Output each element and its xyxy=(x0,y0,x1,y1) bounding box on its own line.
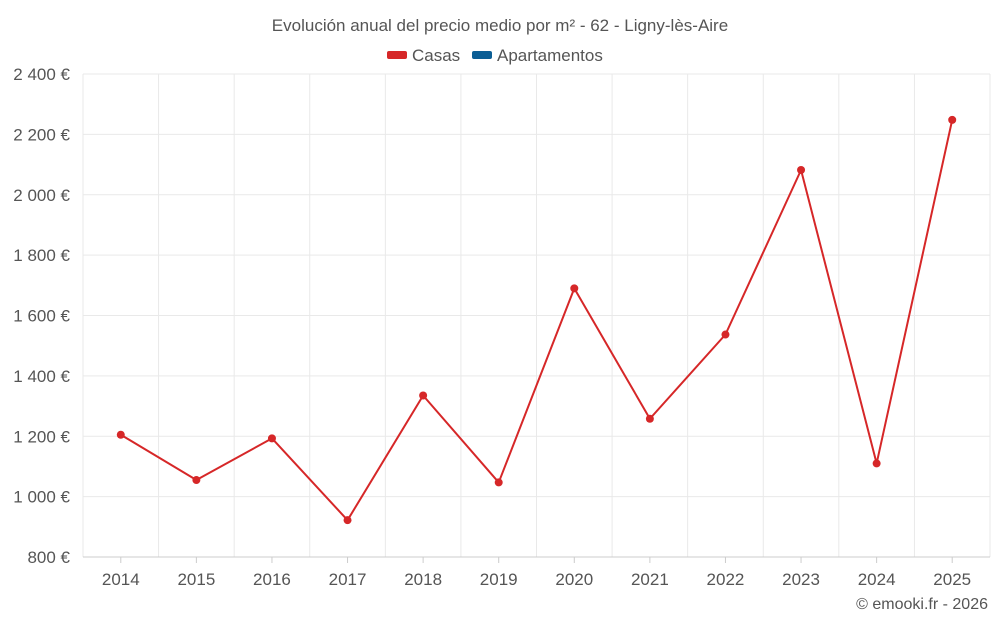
x-tick-label: 2017 xyxy=(329,570,367,589)
x-axis-ticks: 2014 2015 2016 2017 2018 2019 2020 2021 2022 2023… xyxy=(102,557,971,589)
data-point-casas[interactable] xyxy=(872,459,881,468)
data-point-casas[interactable] xyxy=(343,516,352,525)
x-tick-label: 2023 xyxy=(782,570,820,589)
y-tick-label: 1 600 € xyxy=(13,307,70,326)
x-tick-label: 2022 xyxy=(707,570,745,589)
data-point-casas[interactable] xyxy=(948,115,957,124)
data-point-casas[interactable] xyxy=(721,330,730,339)
data-point-casas[interactable] xyxy=(267,434,276,443)
legend-item-apartamentos[interactable]: Apartamentos xyxy=(472,46,603,65)
y-tick-label: 2 200 € xyxy=(13,125,70,144)
y-tick-label: 800 € xyxy=(27,548,70,567)
legend-swatch-casas xyxy=(387,51,407,59)
grid xyxy=(82,73,991,558)
x-tick-label: 2014 xyxy=(102,570,140,589)
data-point-casas[interactable] xyxy=(494,478,503,487)
data-point-casas[interactable] xyxy=(419,391,428,400)
data-point-casas[interactable] xyxy=(192,476,201,485)
legend-swatch-apartamentos xyxy=(472,51,492,59)
legend-item-casas[interactable]: Casas xyxy=(387,46,460,65)
x-tick-label: 2016 xyxy=(253,570,291,589)
chart-title: Evolución anual del precio medio por m² … xyxy=(272,16,728,35)
y-tick-label: 2 400 € xyxy=(13,65,70,84)
series-casas xyxy=(116,115,957,525)
credit-text: © emooki.fr - 2026 xyxy=(856,596,988,613)
data-point-casas[interactable] xyxy=(797,165,806,174)
legend-label-apartamentos: Apartamentos xyxy=(497,46,603,65)
x-tick-label: 2021 xyxy=(631,570,669,589)
data-point-casas[interactable] xyxy=(116,430,125,439)
x-tick-label: 2025 xyxy=(933,570,971,589)
y-tick-label: 1 000 € xyxy=(13,488,70,507)
y-axis-ticks: 2 400 € 2 200 € 2 000 € 1 800 € 1 600 € 1 400… xyxy=(13,65,70,567)
legend-label-casas: Casas xyxy=(412,46,460,65)
x-tick-label: 2015 xyxy=(177,570,215,589)
x-tick-label: 2018 xyxy=(404,570,442,589)
x-tick-label: 2020 xyxy=(555,570,593,589)
data-point-casas[interactable] xyxy=(645,414,654,423)
data-point-casas[interactable] xyxy=(570,284,579,293)
x-tick-label: 2024 xyxy=(858,570,896,589)
y-tick-label: 2 000 € xyxy=(13,186,70,205)
y-tick-label: 1 800 € xyxy=(13,246,70,265)
legend: Casas Apartamentos xyxy=(387,46,603,65)
series-line-casas xyxy=(120,119,954,522)
x-tick-label: 2019 xyxy=(480,570,518,589)
y-tick-label: 1 200 € xyxy=(13,427,70,446)
y-tick-label: 1 400 € xyxy=(13,367,70,386)
